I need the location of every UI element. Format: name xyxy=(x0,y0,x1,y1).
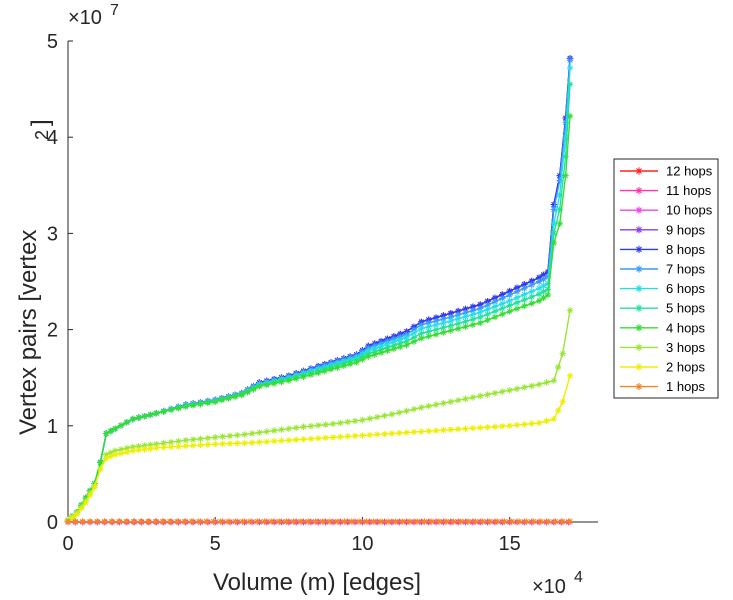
series-8-hops xyxy=(64,55,574,524)
legend-item: 9 hops xyxy=(620,222,706,237)
y-tick-label: 3 xyxy=(47,223,58,245)
legend-item: 5 hops xyxy=(620,301,706,316)
legend-marker xyxy=(635,226,643,234)
legend-item: 1 hops xyxy=(620,379,706,394)
x-tick-label: 5 xyxy=(210,533,221,555)
series-7-hops xyxy=(64,57,574,524)
ticks: 0 5 10 15 0 1 2 3 4 5 xyxy=(47,31,521,555)
legend-label: 7 hops xyxy=(666,262,706,277)
legend-label: 4 hops xyxy=(666,320,706,335)
legend-label: 11 hops xyxy=(666,183,712,198)
y-axis-title-main: Vertex pairs [vertex xyxy=(15,230,42,435)
y-axis-title: Vertex pairs [vertex 2 ] xyxy=(15,119,54,435)
legend-item: 8 hops xyxy=(620,242,706,257)
legend-label: 10 hops xyxy=(666,203,713,218)
x-multiplier-exponent: 4 xyxy=(574,569,583,586)
series-4-hops xyxy=(64,112,574,524)
legend-marker xyxy=(635,285,643,293)
series-markers xyxy=(64,55,574,524)
legend-marker xyxy=(635,304,643,312)
legend-label: 1 hops xyxy=(666,379,706,394)
series-layer xyxy=(64,55,574,526)
series-markers xyxy=(64,518,574,525)
legend-marker xyxy=(635,265,643,273)
y-tick-label: 0 xyxy=(47,512,58,534)
legend-marker xyxy=(635,324,643,332)
y-axis-title-superscript: 2 xyxy=(32,130,52,140)
legend-label: 8 hops xyxy=(666,242,706,257)
legend-label: 6 hops xyxy=(666,281,706,296)
x-tick-label: 10 xyxy=(351,533,373,555)
legend-marker xyxy=(635,167,643,175)
x-tick-label: 0 xyxy=(62,533,73,555)
y-tick-label: 4 xyxy=(47,127,58,149)
series-markers xyxy=(64,57,574,524)
series-1-hops xyxy=(64,518,574,525)
legend-label: 2 hops xyxy=(666,360,706,375)
y-axis-title-close: ] xyxy=(27,119,54,126)
y-tick-label: 1 xyxy=(47,416,58,438)
legend-marker xyxy=(635,363,643,371)
legend-marker xyxy=(635,187,643,195)
y-multiplier-base: ×10 xyxy=(68,7,102,29)
legend-marker xyxy=(635,343,643,351)
series-10-hops xyxy=(64,55,574,524)
legend-item: 2 hops xyxy=(620,360,706,375)
y-multiplier-exponent: 7 xyxy=(110,2,119,19)
series-markers xyxy=(64,55,574,524)
legend-item: 12 hops xyxy=(620,164,713,179)
legend-item: 11 hops xyxy=(620,183,712,198)
legend-item: 4 hops xyxy=(620,320,706,335)
series-markers xyxy=(64,64,574,524)
legend-item: 7 hops xyxy=(620,262,706,277)
series-markers xyxy=(64,112,574,524)
y-tick-label: 5 xyxy=(47,31,58,53)
x-axis-title: Volume (m) [edges] xyxy=(213,569,421,596)
series-9-hops xyxy=(64,55,574,524)
series-6-hops xyxy=(64,64,574,524)
legend-item: 3 hops xyxy=(620,340,706,355)
series-3-hops xyxy=(64,307,574,524)
legend-label: 3 hops xyxy=(666,340,706,355)
x-multiplier-base: ×10 xyxy=(532,576,566,598)
legend-label: 12 hops xyxy=(666,164,713,179)
x-tick-label: 15 xyxy=(499,533,521,555)
series-markers xyxy=(64,55,574,524)
legend-marker xyxy=(635,206,643,214)
legend-marker xyxy=(635,245,643,253)
legend-item: 6 hops xyxy=(620,281,706,296)
legend: 12 hops 11 hops 10 hops 9 hops 8 hops 7 hops 6… xyxy=(613,158,719,399)
series-markers xyxy=(64,307,574,524)
legend-box xyxy=(613,158,719,399)
legend-marker xyxy=(635,383,643,391)
y-tick-label: 2 xyxy=(47,320,58,342)
legend-item: 10 hops xyxy=(620,203,713,218)
series-line xyxy=(67,67,571,521)
legend-label: 5 hops xyxy=(666,301,706,316)
legend-label: 9 hops xyxy=(666,222,706,237)
